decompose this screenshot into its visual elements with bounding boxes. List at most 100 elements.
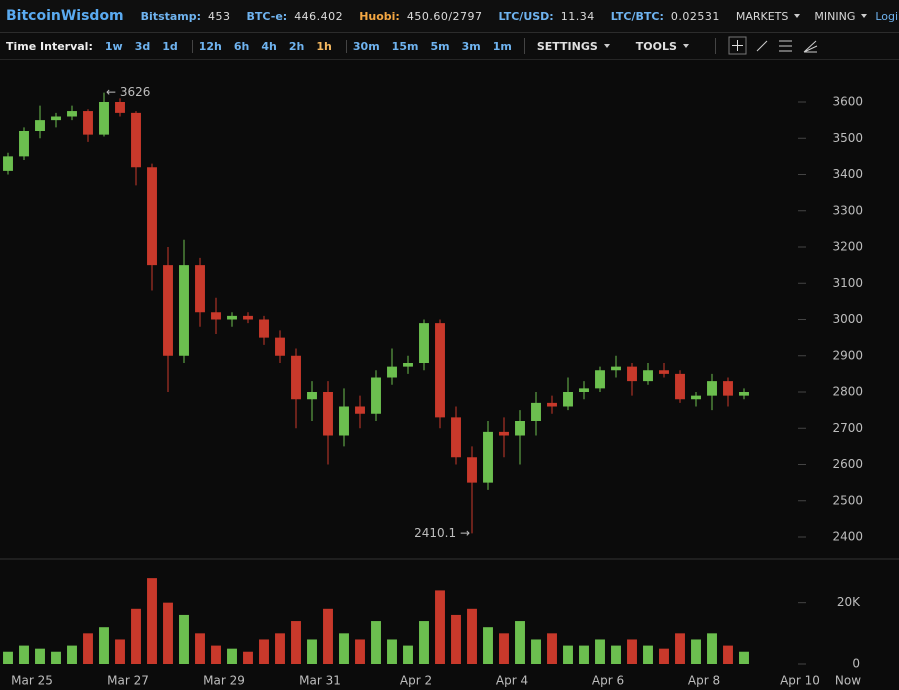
candle-body [659,370,669,374]
ticker[interactable]: LTC/USD: 11.34 [499,10,595,23]
top-bar: BitcoinWisdom Bitstamp: 453 BTC-e: 446.402 H… [0,0,899,33]
volume-bar [259,639,269,664]
hline-tool[interactable] [778,40,792,52]
separator [714,38,716,54]
candle-body [83,111,93,135]
interval-option[interactable]: 6h [233,39,250,53]
ticker[interactable]: LTC/BTC: 0.02531 [611,10,720,23]
volume-bar [307,639,317,664]
interval-option[interactable]: 3d [134,39,151,53]
volume-bar [179,614,189,664]
volume-bar [67,645,77,664]
volume-bar [483,627,493,664]
candle-body [515,421,525,436]
line-tool[interactable] [756,40,768,52]
interval-option[interactable]: 30m [352,39,380,53]
interval-option[interactable]: 15m [391,39,419,53]
interval-option[interactable]: 1h [316,39,332,53]
interval-option[interactable]: 1d [162,39,178,53]
candle-body [51,116,61,121]
volume-bar [435,590,445,664]
volume-bar [195,633,205,664]
volume-bar [659,648,669,664]
y-tick-label: 3300 [832,203,863,217]
interval-option[interactable]: 4h [261,39,277,53]
y-tick-label: 3000 [832,312,863,326]
volume-bar [339,633,349,664]
interval-group: 12h 6h 4h 2h 1h [191,39,344,53]
candle-body [419,323,429,363]
y2-tick-label: 0 [852,657,860,671]
ticker-value: 11.34 [560,9,595,23]
candle-body [499,431,509,436]
y-tick-label: 3100 [832,276,863,290]
candle-body [67,111,77,117]
x-tick-label: Apr 8 [688,674,720,688]
logo[interactable]: BitcoinWisdom [6,8,124,24]
ticker[interactable]: Huobi: 450.60/2797 [359,10,482,23]
candle-body [467,457,477,483]
ticker-value: 0.02531 [670,9,720,23]
interval-option[interactable]: 2h [288,39,305,53]
menu[interactable]: MARKETS [736,10,801,23]
volume-bar [83,633,93,664]
top-right: MARKETS MINING Login or R [736,10,899,23]
candle-body [275,337,285,356]
candle-body [691,395,701,400]
fan-tool[interactable] [803,40,818,53]
volume-bar [131,608,141,664]
ticker[interactable]: BTC-e: 446.402 [247,10,344,23]
volume-bar [387,639,397,664]
tickers: Bitstamp: 453 BTC-e: 446.402 Huobi: 450.60/27… [141,10,736,23]
ticker-label: Huobi: [359,9,400,23]
interval-label: Time Interval: [6,39,93,53]
volume-bar [707,633,717,664]
x-tick-label: Apr 10 [780,674,820,688]
y-tick-label: 2800 [832,385,863,399]
separator [523,38,525,54]
volume-bar [275,633,285,664]
candle-body [547,402,557,407]
interval-option[interactable]: 3m [461,39,481,53]
candle-body [307,392,317,400]
volume-bar [323,608,333,664]
ticker[interactable]: Bitstamp: 453 [141,10,231,23]
crosshair-tool[interactable] [728,36,747,55]
candle-body [483,431,493,483]
x-tick-label: Apr 6 [592,674,624,688]
settings-menu[interactable]: SETTINGS [537,40,610,53]
ticker-label: LTC/USD: [498,9,554,23]
tools-menu[interactable]: TOOLS [636,40,689,53]
now-label: Now [835,674,861,688]
interval-option[interactable]: 5m [430,39,450,53]
interval-option[interactable]: 1w [104,39,123,53]
volume-bar [611,645,621,664]
y-tick-label: 2500 [832,493,863,507]
volume-bar [675,633,685,664]
candle-body [403,363,413,367]
interval-option[interactable]: 12h [198,39,222,53]
y-tick-label: 3600 [832,95,863,109]
candle-body [339,406,349,436]
volume-bar [3,651,13,664]
candle-body [291,355,301,400]
login-link[interactable]: Login [875,9,899,23]
volume-bar [515,621,525,664]
x-tick-label: Apr 4 [496,674,528,688]
interval-groups: 1w 3d 1d 12h 6h 4h 2h 1h 30m 15m 5m 3m 1m [105,39,524,53]
volume-bar [739,651,749,664]
volume-bar [51,651,61,664]
menu[interactable]: MINING [814,10,867,23]
volume-bar [467,608,477,664]
interval-group: 1w 3d 1d [105,40,190,53]
extreme-annotation: ← 3626 [106,85,150,99]
y2-tick-label: 20K [837,595,861,609]
ticker-value: 446.402 [294,9,344,23]
extreme-annotation: 2410.1 → [414,526,470,540]
interval-option[interactable]: 1m [492,39,512,53]
candle-body [611,366,621,371]
x-tick-label: Apr 2 [400,674,432,688]
volume-bar [691,639,701,664]
volume-bar [531,639,541,664]
candle-body [371,377,381,414]
